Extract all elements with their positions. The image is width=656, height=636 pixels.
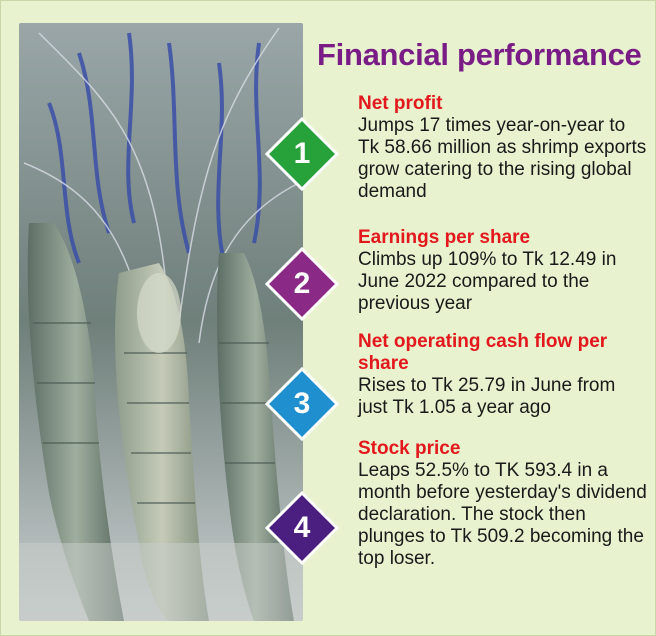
item-heading: Net operating cash flow per share <box>358 331 608 374</box>
list-item-stock-price: Stock price Leaps 52.5% to TK 593.4 in a… <box>358 438 648 570</box>
shrimp-photo <box>19 23 303 621</box>
infographic-title: Financial performance <box>317 37 642 72</box>
item-body: Climbs up 109% to Tk 12.49 in June 2022 … <box>358 249 617 314</box>
list-item-net-profit: Net profit Jumps 17 times year-on-year t… <box>358 93 648 203</box>
item-body: Rises to Tk 25.79 in June from just Tk 1… <box>358 375 616 418</box>
number-badge-label: 3 <box>293 387 311 420</box>
item-body: Leaps 52.5% to TK 593.4 in a month befor… <box>358 460 647 569</box>
number-badge-2: 2 <box>265 247 339 321</box>
item-heading: Earnings per share <box>358 227 531 248</box>
item-heading: Stock price <box>358 438 461 459</box>
list-item-earnings-per-share: Earnings per share Climbs up 109% to Tk … <box>358 227 648 315</box>
list-item-cash-flow: Net operating cash flow per share Rises … <box>358 331 618 419</box>
item-heading: Net profit <box>358 93 443 114</box>
number-badge-label: 1 <box>293 137 311 170</box>
number-badge-label: 2 <box>293 267 311 300</box>
number-badge-1: 1 <box>265 117 339 191</box>
number-badge-label: 4 <box>293 511 311 544</box>
number-badge-3: 3 <box>265 367 339 441</box>
number-badge-4: 4 <box>265 491 339 565</box>
item-body: Jumps 17 times year-on-year to Tk 58.66 … <box>358 115 647 202</box>
